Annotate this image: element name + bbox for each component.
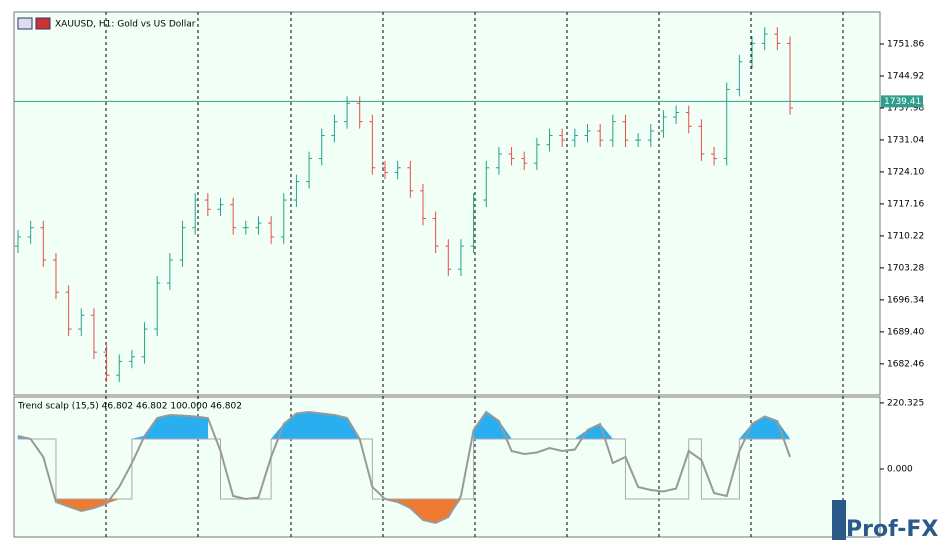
y-tick-label: 1703.28: [887, 263, 924, 273]
icon: [17, 17, 33, 30]
y-tick-label: 0.000: [887, 465, 913, 475]
y-tick-label: 220.325: [887, 398, 924, 408]
trend-fill: [169, 414, 183, 440]
price-panel: [13, 11, 881, 396]
y-tick-label: 1682.46: [887, 359, 924, 369]
trend-fill: [334, 414, 348, 440]
y-tick-label: 1737.98: [887, 103, 924, 113]
logo-mark: [832, 500, 846, 540]
y-tick-label: 1744.92: [887, 71, 924, 81]
logo: Prof-FX: [832, 500, 938, 542]
y-tick-label: 1724.10: [887, 167, 924, 177]
value-line: [17, 410, 791, 525]
current-price-label: 1739.41: [884, 97, 921, 107]
trend-fill: [182, 415, 196, 440]
trend-fill: [308, 411, 322, 440]
trend-fill: [321, 413, 335, 440]
y-tick-label: 1717.16: [887, 199, 924, 209]
trend-fill: [422, 498, 436, 524]
y-tick-label: 1689.40: [887, 327, 924, 337]
chart-title: XAUUSD, H1: Gold vs US Dollar: [55, 20, 196, 30]
symbol-icons: [17, 17, 51, 30]
current-price-box: [881, 95, 923, 108]
logo-text: Prof-FX: [846, 517, 938, 542]
trend-fill: [296, 411, 310, 440]
y-tick-label: 1696.34: [887, 295, 924, 305]
y-tick-label: 1751.86: [887, 39, 924, 49]
trend-fill: [156, 414, 171, 440]
trend-fill: [194, 416, 209, 440]
y-tick-label: 1731.04: [887, 135, 924, 145]
indicator-title: Trend scalp (15,5) 46.802 46.802 100.000…: [17, 402, 242, 412]
y-tick-label: 1710.22: [887, 231, 924, 241]
icon: [35, 17, 51, 30]
